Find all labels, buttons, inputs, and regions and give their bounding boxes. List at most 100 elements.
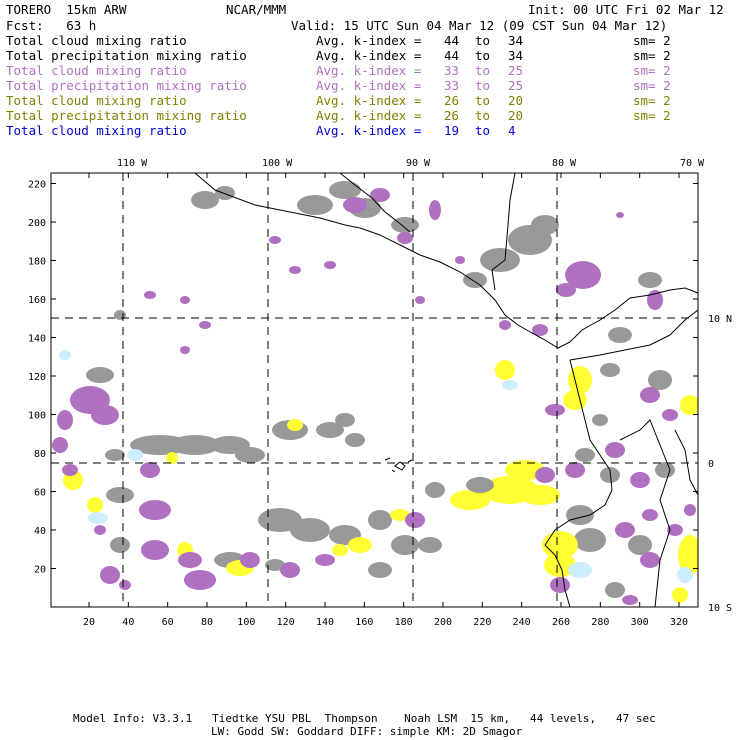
y-tick-label: 80 bbox=[34, 449, 46, 460]
cloud-patch bbox=[667, 524, 683, 536]
cloud-patch bbox=[605, 442, 625, 458]
cloud-patch bbox=[280, 562, 300, 578]
cloud-patch bbox=[532, 324, 548, 336]
latitude-label: 0 bbox=[708, 459, 714, 470]
cloud-patch bbox=[405, 512, 425, 528]
cloud-patch bbox=[269, 236, 281, 244]
cloud-patch bbox=[86, 367, 114, 383]
cloud-patch bbox=[139, 500, 171, 520]
legend-to: to bbox=[475, 123, 491, 138]
cloud-patch bbox=[329, 181, 361, 199]
cloud-patch bbox=[258, 508, 302, 532]
x-tick-label: 220 bbox=[473, 617, 491, 628]
cloud-patch bbox=[335, 413, 355, 427]
cloud-patch bbox=[531, 215, 559, 235]
cloud-patch bbox=[556, 283, 576, 297]
latitude-label: 10 N bbox=[708, 314, 732, 325]
x-tick-label: 180 bbox=[395, 617, 413, 628]
cloud-patch bbox=[397, 232, 413, 244]
cloud-patch bbox=[348, 537, 372, 553]
legend-from: 33 bbox=[444, 63, 460, 78]
longitude-label: 80 W bbox=[552, 158, 577, 169]
cloud-patch bbox=[630, 472, 650, 488]
cloud-fields bbox=[52, 181, 698, 605]
x-tick-label: 300 bbox=[631, 617, 649, 628]
coastline bbox=[384, 457, 413, 473]
cloud-patch bbox=[502, 380, 518, 390]
cloud-patch bbox=[391, 217, 419, 233]
x-tick-label: 240 bbox=[513, 617, 531, 628]
cloud-patch bbox=[615, 522, 635, 538]
longitude-label: 70 W bbox=[680, 158, 705, 169]
init-time: Init: 00 UTC Fri 02 Mar 12 bbox=[528, 2, 724, 17]
x-tick-label: 280 bbox=[591, 617, 609, 628]
coastline bbox=[544, 359, 613, 608]
x-tick-label: 40 bbox=[122, 617, 134, 628]
cloud-patch bbox=[495, 360, 515, 380]
axis-labels: 110 W 100 W 90 W 80 W 70 W 10 N 0 10 S 20 40 60 80 1… bbox=[28, 158, 732, 628]
map-frame bbox=[50, 172, 699, 608]
coastline bbox=[491, 172, 516, 291]
cloud-patch bbox=[91, 405, 119, 425]
cloud-patch bbox=[88, 512, 108, 524]
legend-smoothing: sm= 2 bbox=[633, 108, 671, 123]
cloud-patch bbox=[466, 477, 494, 493]
cloud-patch bbox=[370, 188, 390, 202]
cloud-patch bbox=[144, 291, 156, 299]
cloud-patch bbox=[332, 544, 348, 556]
legend-smoothing: sm= 2 bbox=[633, 63, 671, 78]
cloud-patch bbox=[235, 447, 265, 463]
legend-field: Total precipitation mixing ratio bbox=[6, 78, 247, 93]
x-tick-label: 260 bbox=[552, 617, 570, 628]
cloud-patch bbox=[600, 363, 620, 377]
legend-to-value: 25 bbox=[508, 78, 524, 93]
cloud-patch bbox=[324, 261, 336, 269]
cloud-patch bbox=[87, 497, 103, 513]
legend-smoothing: sm= 2 bbox=[633, 78, 671, 93]
cloud-patch bbox=[568, 366, 592, 394]
coastline bbox=[569, 309, 699, 361]
cloud-patch bbox=[566, 505, 594, 525]
legend-to-value: 34 bbox=[508, 48, 524, 63]
cloud-patch bbox=[59, 350, 71, 360]
cloud-patch bbox=[680, 395, 698, 415]
cloud-patch bbox=[391, 535, 419, 555]
cloud-patch bbox=[565, 462, 585, 478]
latitude-label: 10 S bbox=[708, 603, 732, 614]
legend-from: 26 bbox=[444, 93, 460, 108]
cloud-patch bbox=[119, 580, 131, 590]
legend-field: Total precipitation mixing ratio bbox=[6, 48, 247, 63]
cloud-patch bbox=[677, 567, 693, 583]
cloud-patch bbox=[535, 467, 555, 483]
cloud-patch bbox=[215, 186, 235, 200]
legend-kindex: Avg. k-index = bbox=[316, 108, 422, 123]
legend-to-value: 20 bbox=[508, 108, 524, 123]
cloud-patch bbox=[608, 327, 632, 343]
cloud-patch bbox=[640, 552, 660, 568]
cloud-patch bbox=[622, 595, 638, 605]
legend-smoothing: sm= 2 bbox=[633, 93, 671, 108]
cloud-patch bbox=[110, 537, 130, 553]
legend-from: 33 bbox=[444, 78, 460, 93]
y-tick-label: 40 bbox=[34, 526, 46, 537]
cloud-patch bbox=[316, 422, 344, 438]
legend-from: 44 bbox=[444, 48, 460, 63]
legend-smoothing: sm= 2 bbox=[633, 33, 671, 48]
legend-field: Total cloud mixing ratio bbox=[6, 93, 187, 108]
legend-kindex: Avg. k-index = bbox=[316, 63, 422, 78]
cloud-patch bbox=[480, 248, 520, 272]
cloud-patch bbox=[647, 290, 663, 310]
coastline bbox=[619, 419, 671, 608]
cloud-patch bbox=[655, 462, 675, 478]
x-tick-label: 160 bbox=[355, 617, 373, 628]
cloud-patch bbox=[450, 490, 490, 510]
cloud-patch bbox=[57, 410, 73, 430]
cloud-patch bbox=[648, 370, 672, 390]
x-tick-label: 60 bbox=[162, 617, 174, 628]
cloud-patch bbox=[429, 200, 441, 220]
cloud-patch bbox=[191, 191, 219, 209]
y-tick-label: 100 bbox=[28, 411, 46, 422]
y-tick-label: 180 bbox=[28, 257, 46, 268]
cloud-patch bbox=[455, 256, 465, 264]
legend-kindex: Avg. k-index = bbox=[316, 33, 422, 48]
